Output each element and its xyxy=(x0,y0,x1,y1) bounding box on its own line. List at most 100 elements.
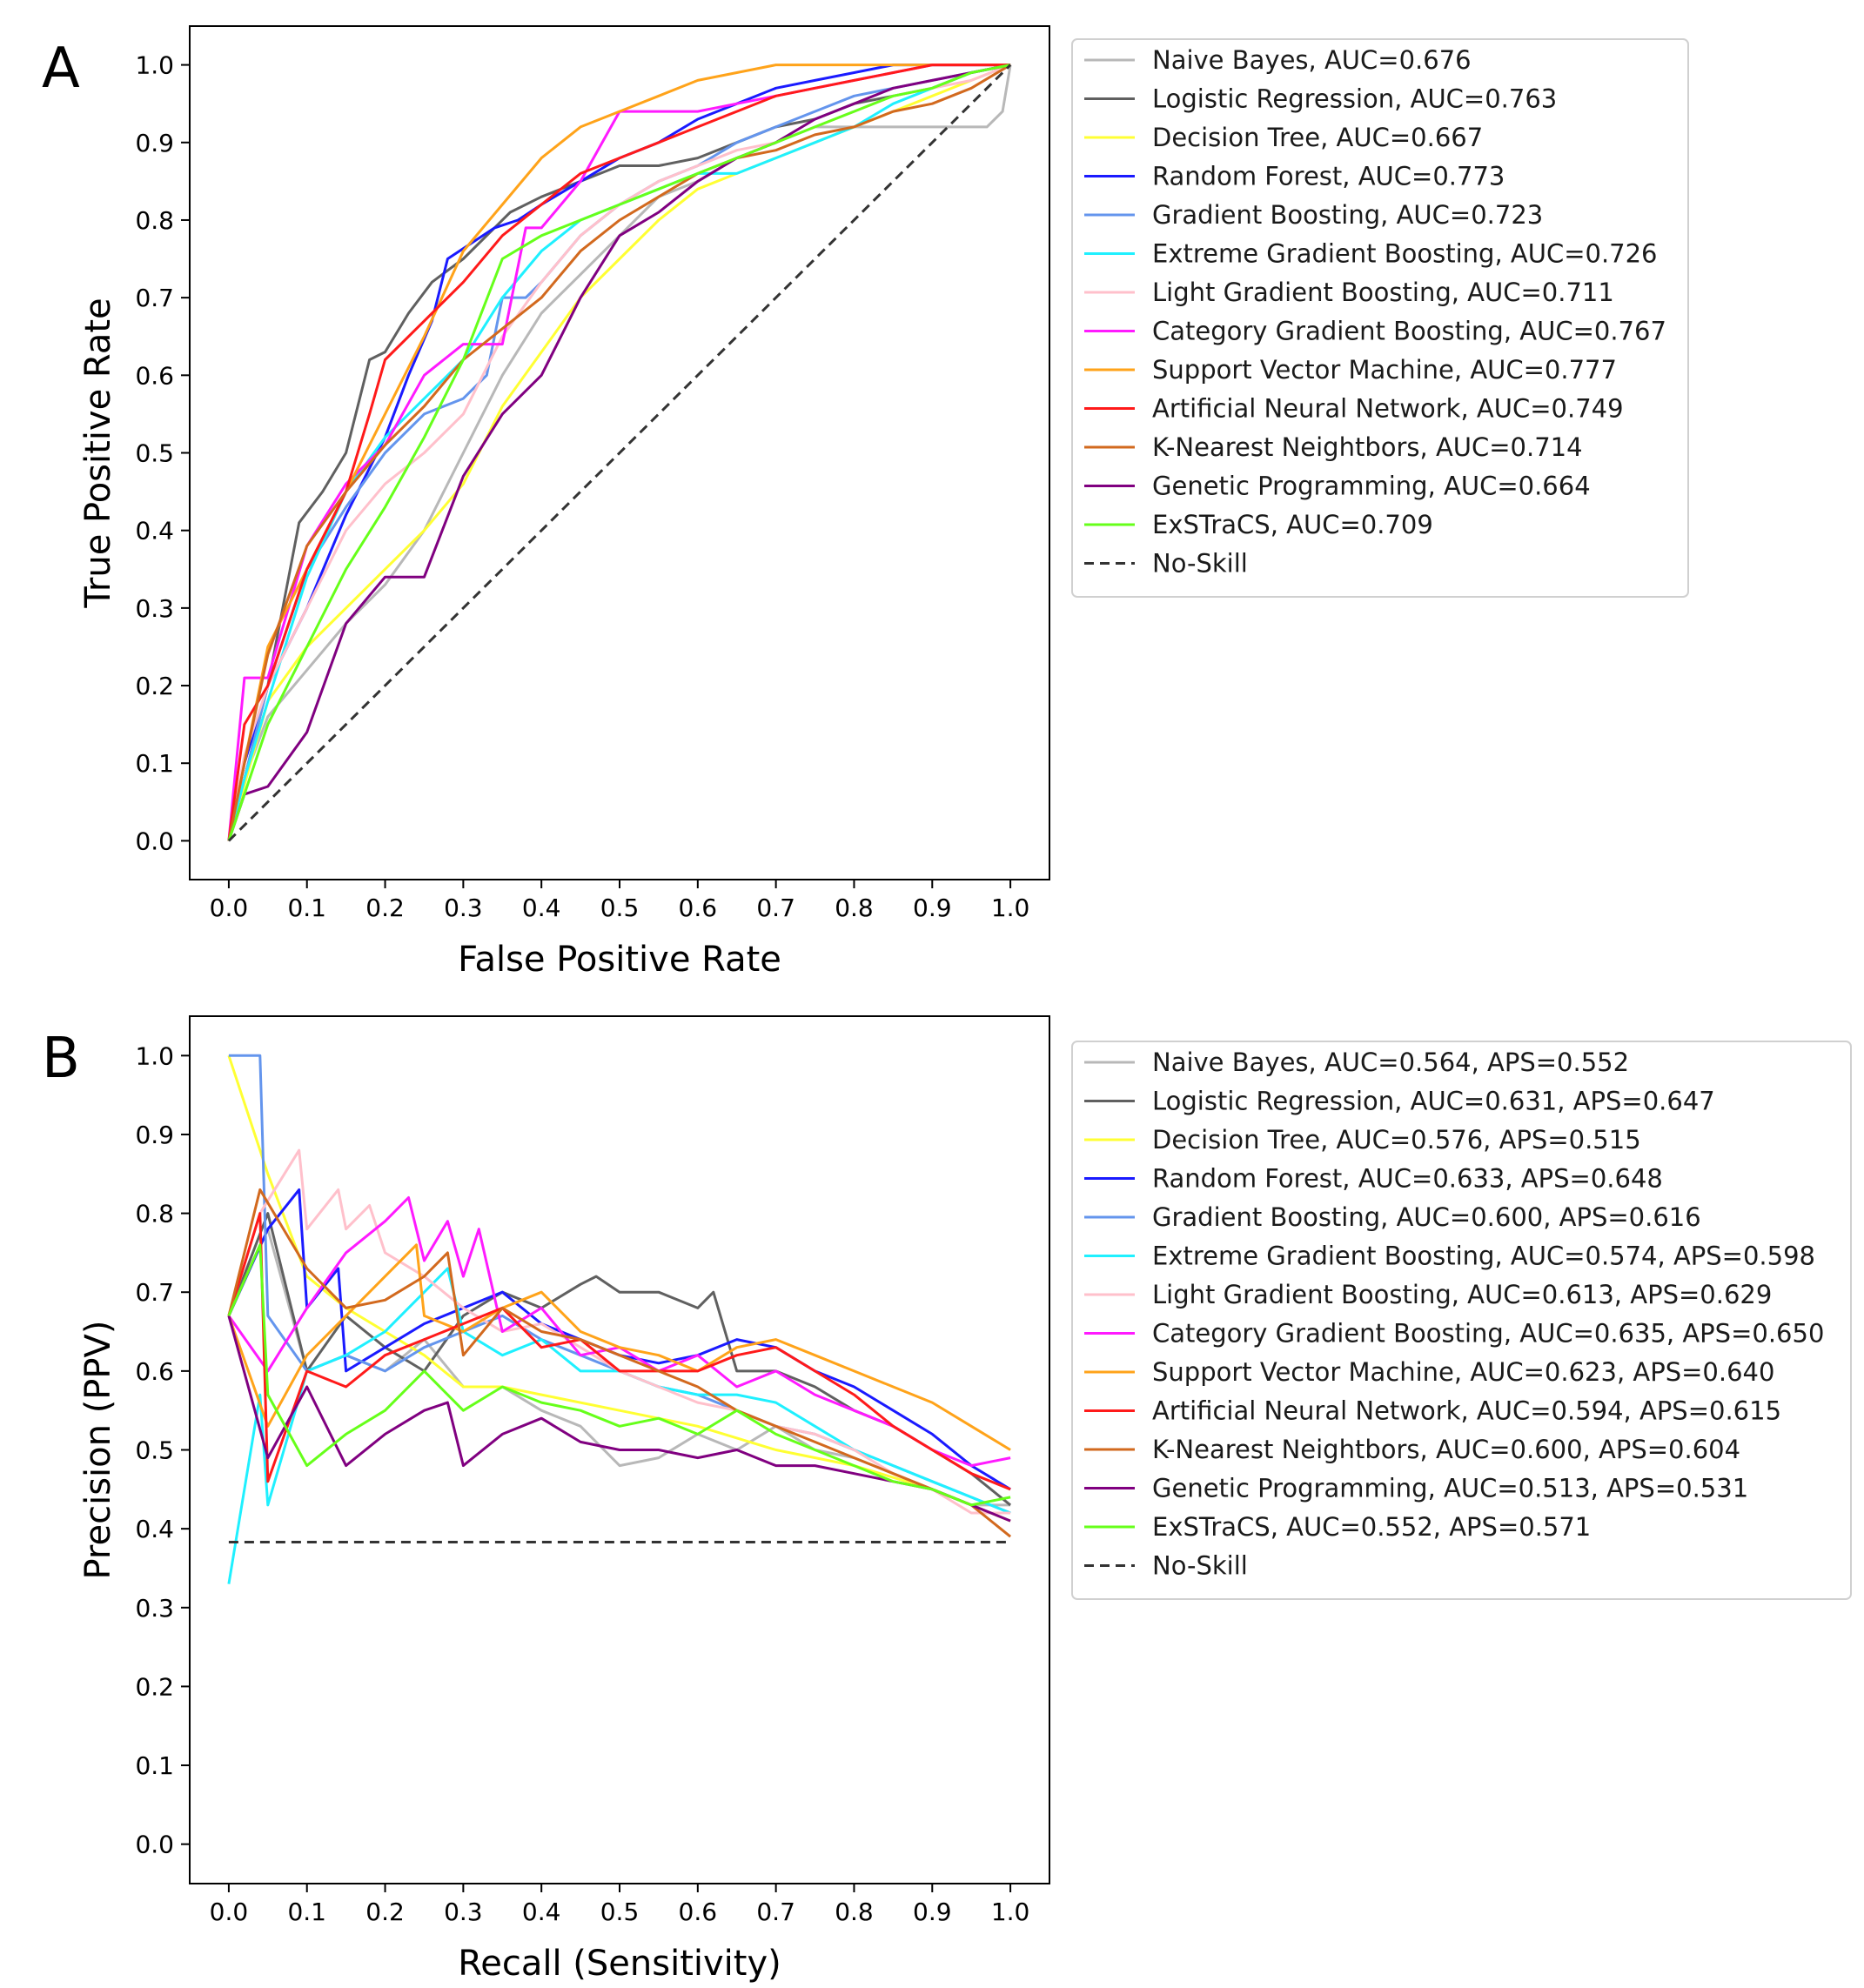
legend-entry: No-Skill xyxy=(1152,1551,1248,1581)
legend: Naive Bayes, AUC=0.676 Logistic Regressio… xyxy=(1071,38,1689,598)
x-tick-label: 0.5 xyxy=(600,1898,640,1926)
legend-entry: Naive Bayes, AUC=0.564, APS=0.552 xyxy=(1152,1048,1629,1077)
y-tick-label: 0.9 xyxy=(135,1121,174,1149)
series-line xyxy=(227,1188,1011,1491)
y-tick-label: 1.0 xyxy=(135,51,174,80)
legend-entry: Genetic Programming, AUC=0.513, APS=0.53… xyxy=(1152,1474,1748,1503)
x-tick-label: 0.9 xyxy=(913,1898,952,1926)
series-line xyxy=(228,1054,1011,1515)
series-line xyxy=(227,1243,1011,1451)
legend-entry: Extreme Gradient Boosting, AUC=0.726 xyxy=(1152,239,1658,269)
legend-entry: Decision Tree, AUC=0.667 xyxy=(1152,123,1483,152)
series-line xyxy=(227,64,1011,841)
series-lines xyxy=(227,64,1012,842)
series-lines xyxy=(227,1054,1012,1584)
legend-entry: K-Nearest Neightbors, AUC=0.714 xyxy=(1152,432,1583,462)
x-axis-label: False Positive Rate xyxy=(458,940,781,980)
legend-entry: Logistic Regression, AUC=0.631, APS=0.64… xyxy=(1152,1087,1715,1116)
x-tick-label: 0.5 xyxy=(600,894,640,922)
y-tick-label: 0.7 xyxy=(135,1278,174,1307)
x-tick-label: 0.3 xyxy=(444,894,483,922)
series-line xyxy=(227,1243,1011,1507)
panel-b-letter: B xyxy=(42,1027,80,1091)
legend-entry: Light Gradient Boosting, AUC=0.711 xyxy=(1152,278,1614,307)
series-line xyxy=(227,1148,1011,1515)
y-tick-label: 0.3 xyxy=(135,1594,174,1623)
series-line xyxy=(227,1267,1011,1584)
y-tick-label: 1.0 xyxy=(135,1041,174,1070)
series-line xyxy=(227,64,1011,841)
legend-entry: Decision Tree, AUC=0.576, APS=0.515 xyxy=(1152,1125,1641,1155)
legend-box xyxy=(1071,38,1689,598)
x-tick-label: 1.0 xyxy=(991,894,1030,922)
legend-entry: Category Gradient Boosting, AUC=0.767 xyxy=(1152,317,1666,346)
y-axis-label: True Positive Rate xyxy=(78,298,118,608)
legend-entry: Support Vector Machine, AUC=0.777 xyxy=(1152,355,1617,385)
y-tick-label: 0.1 xyxy=(135,1751,174,1780)
x-tick-label: 0.0 xyxy=(210,894,249,922)
legend-entry: Logistic Regression, AUC=0.763 xyxy=(1152,84,1557,114)
x-tick-label: 1.0 xyxy=(991,1898,1030,1926)
x-tick-label: 0.6 xyxy=(679,1898,718,1926)
roc-panel: 0.0 0.1 0.2 0.3 0.4 0.5 0.6 0.7 0.8 0.9 1.0 0.0 0.1 0… xyxy=(78,25,1689,980)
x-tick-label: 0.3 xyxy=(444,1898,483,1926)
y-tick-label: 0.2 xyxy=(135,1672,174,1701)
legend-entry: Category Gradient Boosting, AUC=0.635, A… xyxy=(1152,1319,1824,1349)
legend-entry: No-Skill xyxy=(1152,549,1248,579)
x-axis-label: Recall (Sensitivity) xyxy=(458,1944,781,1984)
series-line xyxy=(227,1212,1011,1491)
y-tick-label: 0.3 xyxy=(135,594,174,623)
y-tick-label: 0.5 xyxy=(135,1436,174,1465)
legend-entry: Gradient Boosting, AUC=0.600, APS=0.616 xyxy=(1152,1202,1701,1232)
x-tick-label: 0.1 xyxy=(287,1898,326,1926)
legend-entry: Artificial Neural Network, AUC=0.749 xyxy=(1152,394,1624,424)
x-tick-label: 0.0 xyxy=(210,1898,249,1926)
legend-entry: Gradient Boosting, AUC=0.723 xyxy=(1152,200,1543,230)
y-tick-label: 0.8 xyxy=(135,1200,174,1228)
series-line xyxy=(227,1188,1012,1538)
y-tick-label: 0.4 xyxy=(135,517,174,546)
legend-entry: Random Forest, AUC=0.633, APS=0.648 xyxy=(1152,1164,1663,1194)
legend-entry: Artificial Neural Network, AUC=0.594, AP… xyxy=(1152,1396,1781,1426)
x-tick-label: 0.7 xyxy=(756,1898,795,1926)
y-tick-label: 0.8 xyxy=(135,206,174,235)
legend-entry: Support Vector Machine, AUC=0.623, APS=0… xyxy=(1152,1357,1774,1387)
precision-recall-panel: 0.0 0.1 0.2 0.3 0.4 0.5 0.6 0.7 0.8 0.9 1.0 0.0 0.1 0… xyxy=(78,1015,1852,1984)
series-line xyxy=(227,64,1011,841)
legend-entry: Genetic Programming, AUC=0.664 xyxy=(1152,472,1591,501)
legend-entry: Random Forest, AUC=0.773 xyxy=(1152,162,1505,191)
y-tick-label: 0.6 xyxy=(135,1357,174,1386)
y-tick-label: 0.1 xyxy=(135,749,174,778)
series-line xyxy=(227,1196,1011,1468)
x-tick-label: 0.8 xyxy=(835,1898,874,1926)
panel-a-letter: A xyxy=(42,37,80,101)
y-tick-label: 0.2 xyxy=(135,672,174,700)
legend: Naive Bayes, AUC=0.564, APS=0.552 Logisti… xyxy=(1071,1041,1852,1600)
y-tick-label: 0.6 xyxy=(135,361,174,390)
x-tick-label: 0.4 xyxy=(522,1898,561,1926)
series-line xyxy=(227,1315,1011,1523)
y-tick-label: 0.4 xyxy=(135,1515,174,1543)
x-tick-label: 0.6 xyxy=(679,894,718,922)
legend-entry: Light Gradient Boosting, AUC=0.613, APS=… xyxy=(1152,1280,1772,1309)
x-tick-label: 0.2 xyxy=(365,1898,405,1926)
no-skill-line xyxy=(227,64,1012,842)
y-axis-label: Precision (PPV) xyxy=(78,1320,118,1579)
y-tick-label: 0.9 xyxy=(135,129,174,157)
y-tick-label: 0.7 xyxy=(135,284,174,312)
x-tick-label: 0.4 xyxy=(522,894,561,922)
series-line xyxy=(227,64,1011,841)
x-tick-label: 0.7 xyxy=(756,894,795,922)
y-tick-label: 0.0 xyxy=(135,1831,174,1859)
x-tick-label: 0.1 xyxy=(287,894,326,922)
x-tick-label: 0.2 xyxy=(365,894,405,922)
legend-entry: Extreme Gradient Boosting, AUC=0.574, AP… xyxy=(1152,1242,1815,1271)
y-tick-label: 0.0 xyxy=(135,827,174,855)
series-line xyxy=(227,64,1012,841)
legend-entry: ExSTraCS, AUC=0.709 xyxy=(1152,510,1433,539)
x-tick-label: 0.8 xyxy=(835,894,874,922)
legend-box xyxy=(1071,1041,1852,1600)
legend-entry: K-Nearest Neightbors, AUC=0.600, APS=0.6… xyxy=(1152,1435,1740,1464)
y-tick-label: 0.5 xyxy=(135,439,174,468)
